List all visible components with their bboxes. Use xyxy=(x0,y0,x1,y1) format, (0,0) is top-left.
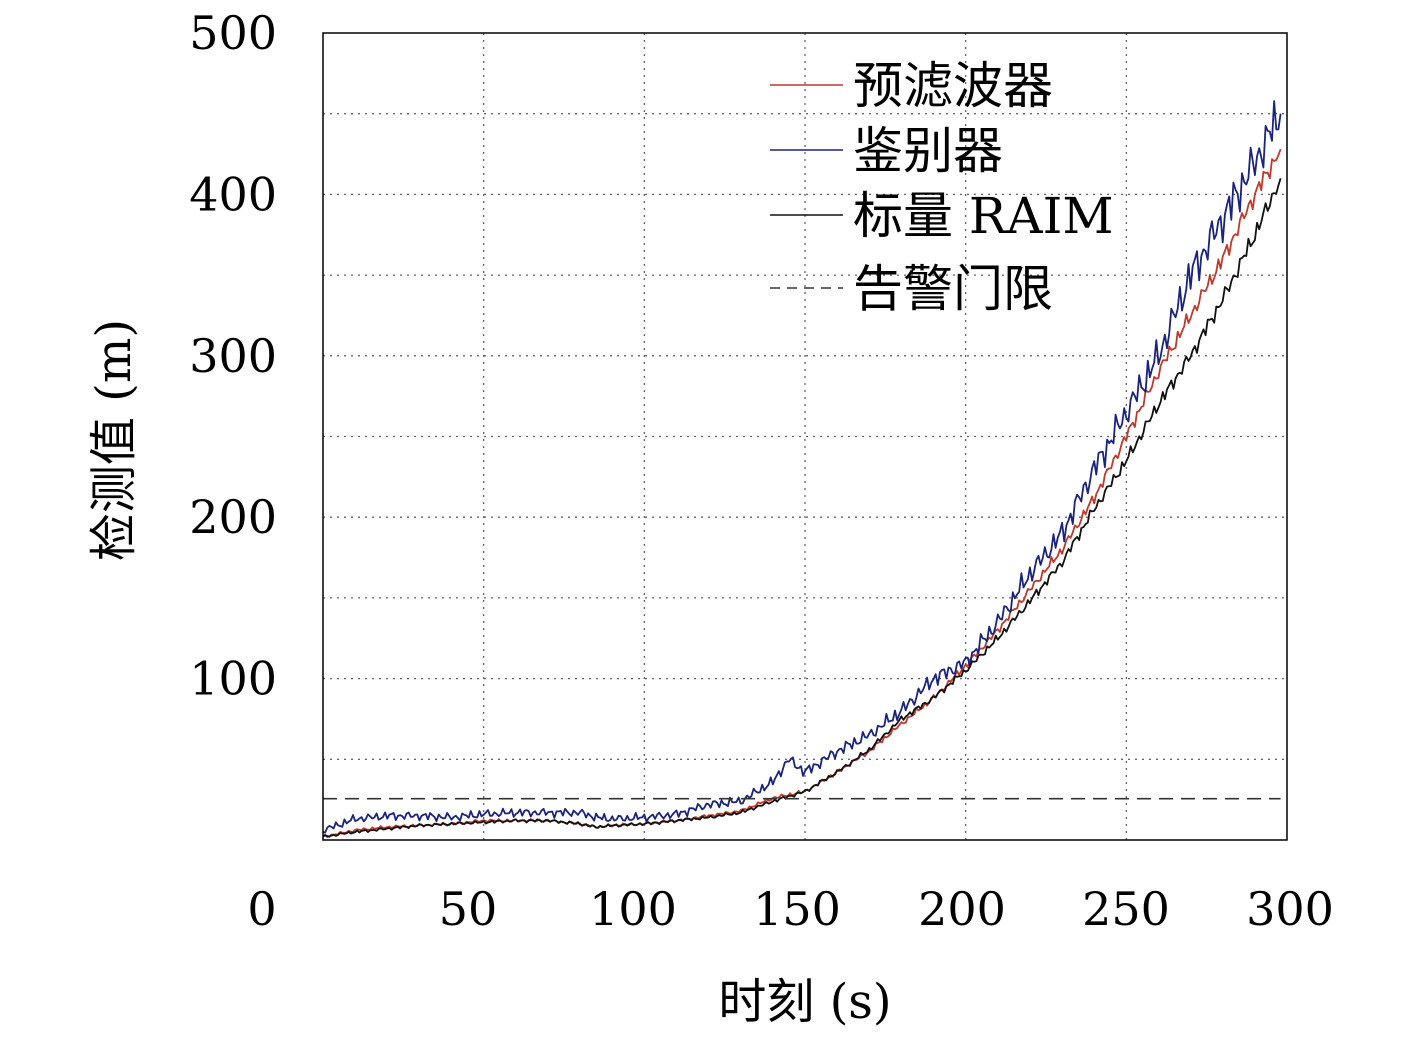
y-tick-label: 400 xyxy=(189,167,277,221)
x-tick-label: 200 xyxy=(918,882,1006,936)
x-tick-label: 100 xyxy=(589,882,677,936)
x-tick-label: 300 xyxy=(1246,882,1334,936)
plot-frame xyxy=(322,32,1288,841)
legend-label: 告警门限 xyxy=(853,260,1053,318)
y-axis-label: 检测值 (m) xyxy=(86,319,142,561)
y-tick-label: 300 xyxy=(189,329,277,383)
y-axis-ticks: 100 200 300 400 500 xyxy=(189,6,277,706)
x-tick-label: 250 xyxy=(1082,882,1170,936)
legend-label: 鉴别器 xyxy=(853,122,1003,180)
x-tick-label: 50 xyxy=(439,882,498,936)
series-line-0 xyxy=(322,148,1282,838)
legend-label: 标量 RAIM xyxy=(853,187,1114,245)
series-line-1 xyxy=(322,100,1282,834)
y-tick-label: 100 xyxy=(189,652,277,706)
legend-label: 预滤波器 xyxy=(853,57,1053,115)
series-layer xyxy=(322,100,1282,838)
y-tick-label: 200 xyxy=(189,490,277,544)
x-axis-ticks: 0 50 100 150 200 250 300 xyxy=(247,882,1334,936)
series-line-2 xyxy=(322,178,1282,838)
grid xyxy=(323,33,1287,840)
y-tick-label: 500 xyxy=(189,6,277,60)
x-tick-label: 150 xyxy=(753,882,841,936)
x-axis-label: 时刻 (s) xyxy=(718,974,891,1030)
x-tick-label: 0 xyxy=(247,882,276,936)
